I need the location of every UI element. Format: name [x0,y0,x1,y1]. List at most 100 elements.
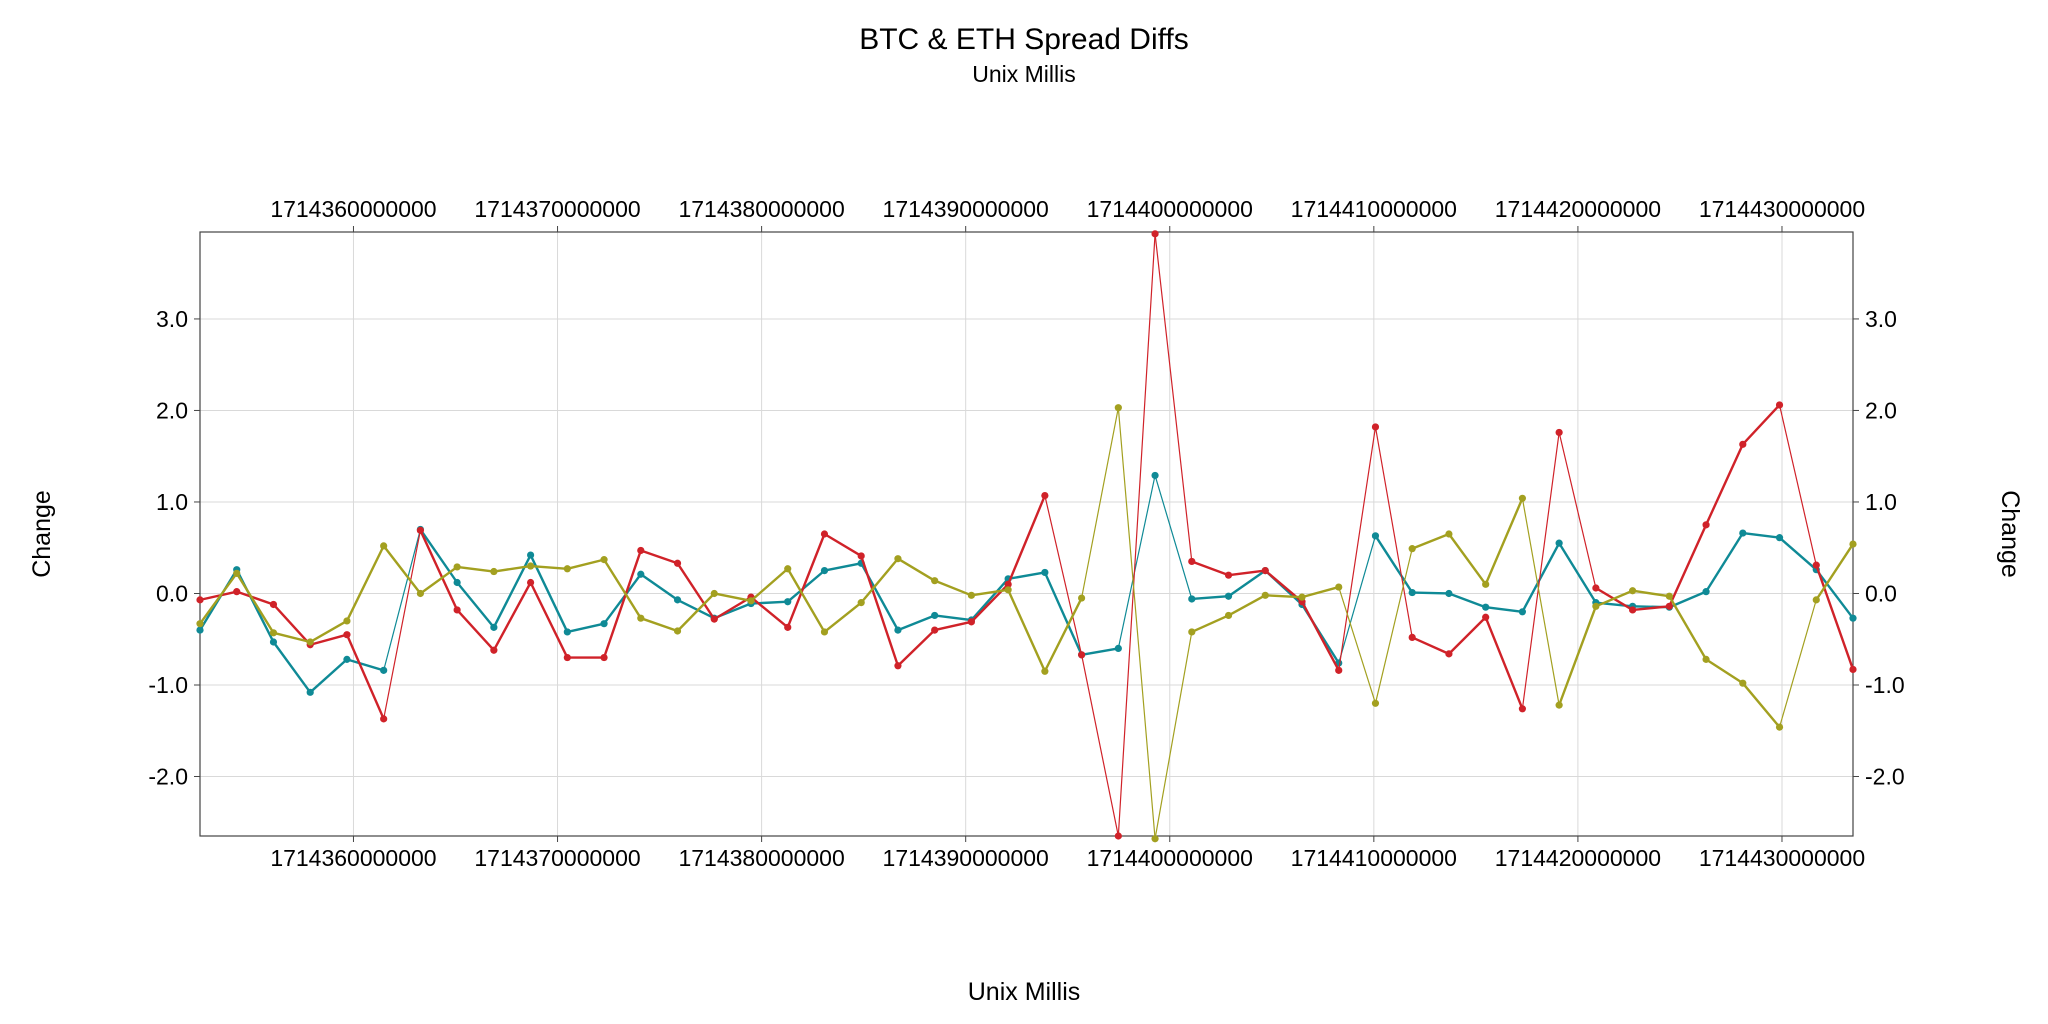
series-line-segment [566,558,606,570]
data-point [1775,401,1784,409]
data-point [1041,568,1049,577]
series-line-segment [1704,658,1745,685]
x-tick-label-bottom: 1714360000000 [270,845,436,871]
data-point [784,623,792,631]
series-line-segment [1447,592,1487,609]
data-point [563,565,571,573]
x-tick-label-top: 1714370000000 [474,196,640,222]
data-point [1151,471,1159,480]
series-line-segment [1374,548,1413,704]
chart-subtitle: Unix Millis [972,61,1076,87]
series-line-segment [713,592,753,603]
data-point [196,626,204,634]
y-tick-label-left: 3.0 [156,306,188,332]
series-line-segment [235,590,275,606]
series-line-segment [1190,595,1230,601]
data-point [233,588,241,596]
series-line-segment [1080,654,1119,837]
data-point [490,646,498,654]
data-point [1592,602,1600,610]
series-line-segment [382,544,422,595]
data-point [1041,667,1049,675]
data-point [894,555,902,563]
series-line-segment [749,595,789,629]
data-point [196,596,204,604]
data-point [1702,655,1710,663]
data-point [673,627,682,635]
data-point [233,569,241,577]
series-line-segment [1154,474,1193,600]
series-line-segment [1080,647,1120,656]
series-line-segment [1300,600,1340,672]
series-line-segment [419,565,459,595]
data-point [527,578,535,587]
data-point [1445,650,1453,658]
data-point [453,578,461,587]
data-point [1408,545,1416,553]
data-point [1739,679,1747,687]
series-line-segment [1704,531,1745,593]
series-line-segment [639,549,679,565]
data-point [527,562,535,570]
data-point [931,611,939,620]
data-point [1151,230,1159,238]
data-point [1665,602,1673,610]
series-line-segment [1300,585,1340,599]
series-line-segment [529,564,569,570]
series-line-segment [676,562,716,621]
y-tick-label-left: 1.0 [156,489,188,515]
data-point [1224,611,1233,620]
data-point [1812,596,1820,604]
data-point [1445,530,1453,538]
series-line-segment [455,565,496,573]
series-line-segment [1227,569,1267,598]
series-line-segment [235,572,275,635]
data-point [1114,832,1122,840]
data-point [380,666,388,674]
series-line-segment [1557,541,1598,604]
x-axis-bottom: 1714360000000 1714370000000 1714380000000 1… [270,836,1865,871]
y-tick-label-left: 0.0 [156,580,188,606]
data-point [1739,440,1747,448]
series-line-segment [1741,681,1781,729]
data-point [857,599,865,607]
data-point [1555,701,1563,709]
data-point [1775,723,1784,731]
y-tick-label-right: -1.0 [1865,672,1905,698]
series-line-segment [823,601,863,634]
series-line-segment [566,622,606,634]
data-point [1078,594,1086,602]
data-point [600,556,608,564]
data-point [1849,665,1857,674]
data-point [1812,561,1820,569]
series-line-segment [455,581,496,629]
series-line-segment [345,658,385,672]
y-tick-label-right: -2.0 [1865,764,1905,790]
series-line-segment [1410,532,1451,550]
data-point [1702,521,1710,529]
series-line-segment [1080,407,1119,599]
series-line-segment [383,529,421,720]
data-point [1188,595,1196,603]
series-line-segment [896,557,936,582]
series-line-segment [529,553,569,634]
data-point [967,591,976,599]
data-point [490,623,498,631]
series-2 [196,230,1857,840]
series-line-segment [1778,404,1817,566]
series-line-segment [933,579,973,597]
data-point [1408,633,1416,642]
series-line-segment [1154,233,1193,563]
series-line-segment [786,532,826,629]
series-line-segment [1043,596,1083,673]
series-line-segment [896,614,936,632]
series-line-segment [455,608,496,652]
x-axis-label: Unix Millis [968,978,1081,1006]
data-point [1151,835,1159,843]
data-point [563,628,571,636]
series-line-segment [529,581,569,659]
grid [200,232,1853,836]
series-line-segment [1338,535,1377,664]
data-point [894,662,902,670]
data-point [1261,591,1269,599]
